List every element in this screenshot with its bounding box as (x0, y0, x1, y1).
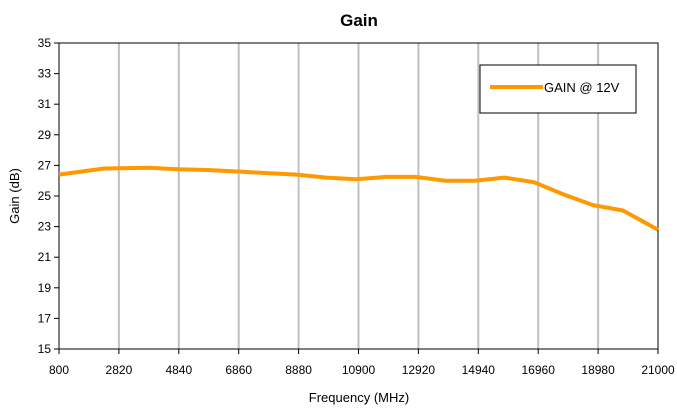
x-axis: 800 2820 4840 6860 8880 10900 12920 14940 16960 1… (49, 349, 675, 377)
y-tick-label: 15 (38, 342, 52, 356)
x-tick-label: 10900 (342, 363, 376, 377)
y-tick-label: 29 (38, 128, 52, 142)
y-axis: 15 17 19 21 23 25 27 29 31 33 35 (38, 36, 59, 356)
series-layer (58, 165, 659, 232)
y-tick-label: 35 (38, 36, 52, 50)
y-tick-label: 31 (38, 97, 52, 111)
legend-label: GAIN @ 12V (544, 80, 620, 95)
x-tick-label: 8880 (285, 363, 312, 377)
x-tick-label: 800 (49, 363, 69, 377)
x-tick-label: 21000 (641, 363, 675, 377)
x-tick-label: 2820 (106, 363, 133, 377)
y-tick-label: 23 (38, 220, 52, 234)
x-axis-label: Frequency (MHz) (309, 390, 409, 405)
chart-title: Gain (340, 11, 378, 30)
x-tick-label: 16960 (522, 363, 556, 377)
y-tick-label: 27 (38, 158, 52, 172)
y-tick-label: 21 (38, 250, 52, 264)
series-line-gain-12v (58, 165, 659, 232)
y-tick-label: 33 (38, 67, 52, 81)
x-tick-label: 14940 (462, 363, 496, 377)
x-tick-label: 4840 (165, 363, 192, 377)
y-axis-label: Gain (dB) (7, 168, 22, 224)
x-tick-label: 12920 (402, 363, 436, 377)
y-tick-label: 19 (38, 281, 52, 295)
grid-lines (117, 43, 600, 349)
legend: GAIN @ 12V (479, 64, 637, 114)
y-tick-label: 25 (38, 189, 52, 203)
y-tick-label: 17 (38, 311, 52, 325)
x-tick-label: 18980 (581, 363, 615, 377)
x-tick-label: 6860 (225, 363, 252, 377)
